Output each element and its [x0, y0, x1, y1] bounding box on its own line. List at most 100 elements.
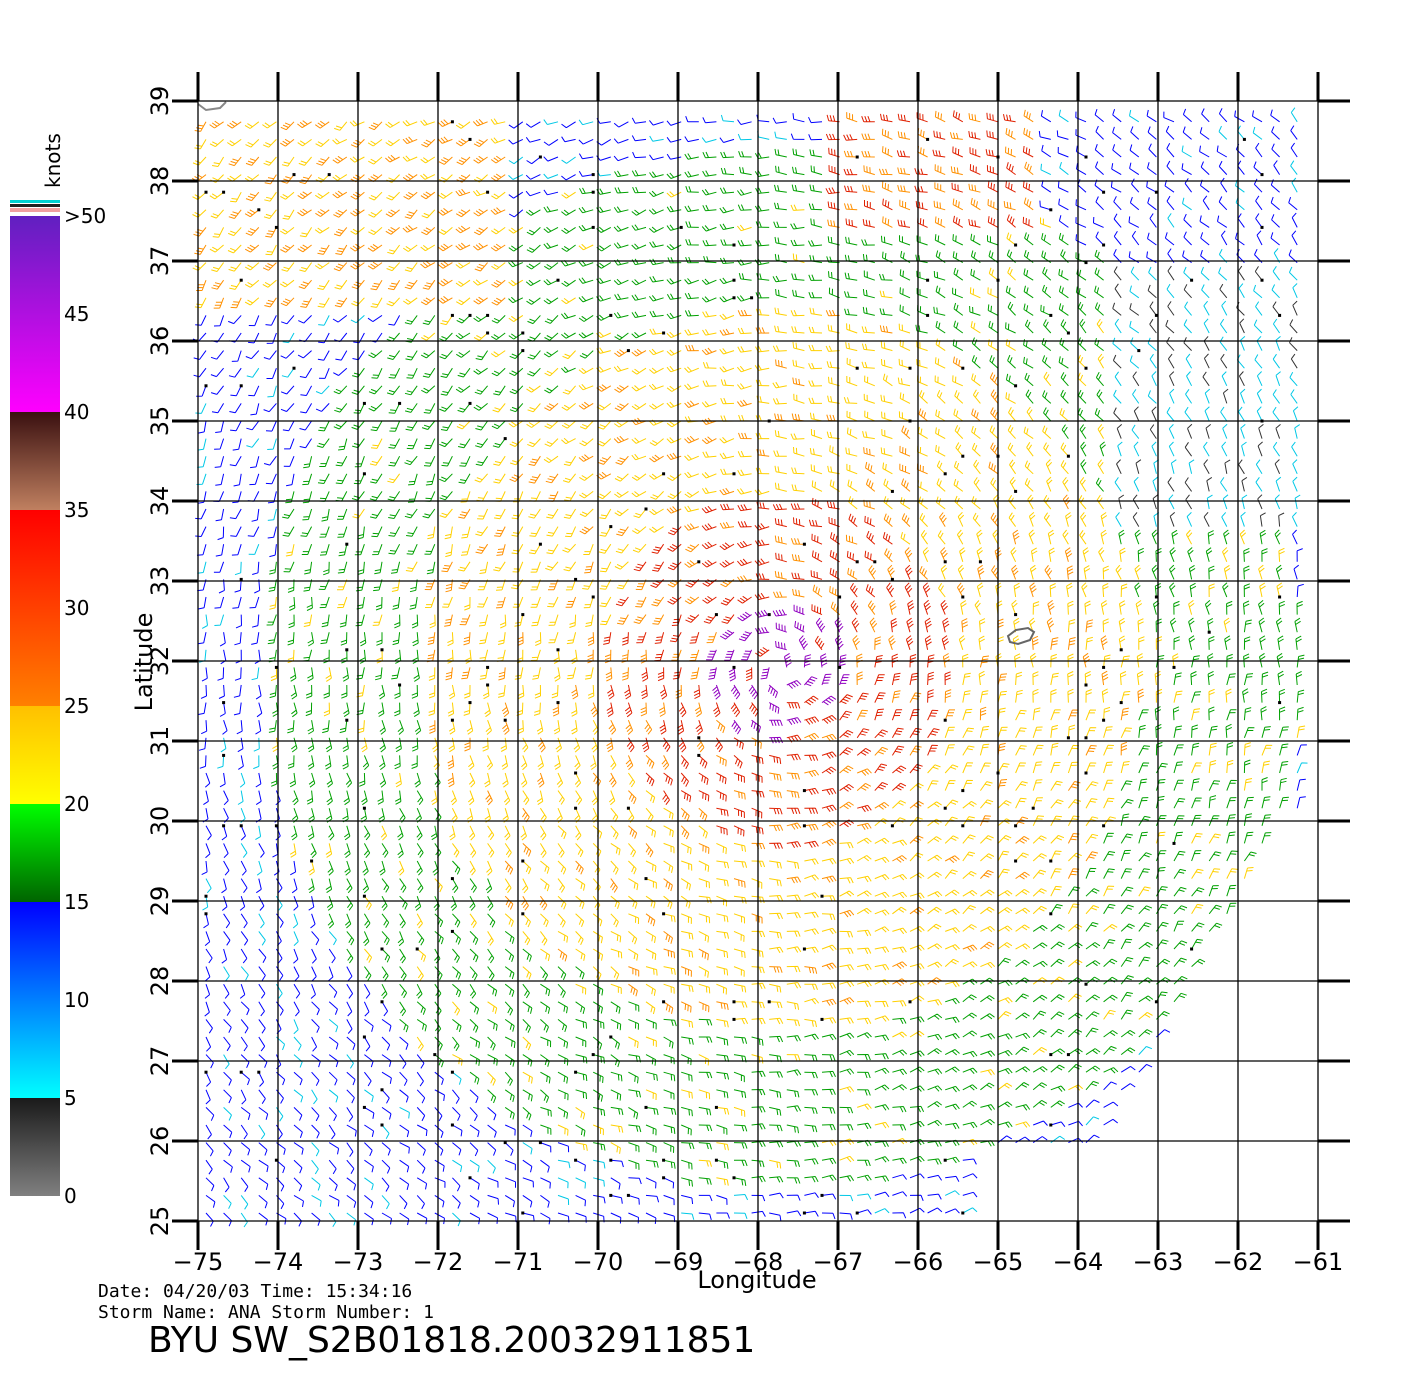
wind-barb	[473, 314, 488, 323]
wind-barb	[525, 190, 541, 197]
wind-barb	[381, 1212, 392, 1225]
wind-barb	[1191, 833, 1203, 844]
wind-barb	[1169, 582, 1176, 598]
wind-barb	[599, 596, 612, 608]
wind-barb	[716, 1194, 728, 1205]
wind-barb	[645, 895, 656, 909]
wind-barb	[1261, 777, 1268, 791]
wind-barb	[649, 473, 664, 480]
wind-barb	[649, 402, 664, 410]
wind-barb	[944, 958, 959, 967]
wind-barb	[959, 547, 966, 562]
wind-barb	[551, 684, 559, 699]
wind-barb	[976, 529, 983, 545]
wind-barb	[198, 596, 207, 610]
wind-barb	[311, 1142, 320, 1157]
y-tick-label: 31	[146, 726, 174, 757]
wind-barb	[337, 526, 348, 538]
rain-flag-marker	[767, 613, 771, 617]
wind-barb	[487, 1018, 498, 1031]
rain-flag-marker	[310, 859, 314, 863]
wind-barb	[300, 403, 313, 414]
wind-barb	[282, 209, 295, 220]
wind-barb	[1113, 230, 1122, 246]
wind-barb	[504, 1142, 514, 1156]
wind-barb	[422, 315, 436, 325]
wind-barb	[962, 1050, 978, 1058]
wind-barb	[463, 632, 471, 646]
wind-barb	[952, 287, 963, 299]
wind-barb	[828, 165, 840, 176]
wind-barb	[1085, 922, 1099, 932]
wind-barb	[716, 1106, 730, 1115]
wind-barb	[469, 913, 477, 928]
wind-barb	[628, 948, 639, 961]
wind-barb	[754, 488, 770, 496]
wind-barb	[522, 1107, 532, 1121]
wind-barb	[769, 1212, 782, 1222]
wind-barb	[1292, 476, 1298, 492]
wind-barb	[899, 463, 911, 475]
wind-barb	[244, 297, 260, 306]
wind-barb	[631, 170, 647, 177]
wind-barb	[339, 720, 348, 734]
wind-barb	[804, 1210, 819, 1217]
wind-barb	[603, 632, 612, 645]
wind-barb	[1085, 636, 1094, 650]
y-tick-label: 25	[146, 1206, 174, 1237]
wind-barb	[445, 579, 453, 593]
wind-barb	[1007, 442, 1016, 457]
wind-barb	[845, 342, 858, 352]
wind-barb	[1257, 441, 1263, 457]
wind-barb	[392, 632, 401, 646]
wind-barb	[1005, 128, 1016, 140]
wind-barb	[1067, 653, 1074, 668]
wind-barb	[539, 825, 547, 841]
wind-barb	[522, 1212, 535, 1222]
wind-barb	[223, 931, 231, 946]
wind-barb	[720, 579, 735, 588]
wind-barb	[962, 1158, 977, 1165]
wind-barb	[522, 1001, 533, 1014]
wind-barb	[579, 491, 594, 499]
wind-barb	[1050, 1064, 1065, 1073]
wind-barb	[578, 454, 594, 462]
wind-barb	[434, 1212, 445, 1225]
wind-barb	[1188, 459, 1195, 474]
wind-barb	[311, 1124, 320, 1139]
wind-barb	[416, 1142, 426, 1156]
wind-barb	[863, 393, 875, 404]
wind-barb	[1261, 796, 1271, 809]
wind-barb	[495, 596, 506, 609]
wind-barb	[334, 297, 348, 308]
wind-barb	[1103, 923, 1118, 932]
wind-barb	[266, 614, 277, 626]
wind-barb	[661, 755, 670, 770]
wind-barb	[927, 943, 943, 950]
wind-barb	[337, 508, 348, 520]
wind-barb	[574, 772, 582, 788]
wind-barb	[901, 513, 911, 527]
wind-barb	[961, 618, 969, 633]
wind-barb	[368, 156, 383, 165]
wind-barb	[484, 808, 491, 823]
rain-flag-marker	[257, 208, 261, 212]
wind-barb	[1085, 689, 1092, 703]
wind-barb	[927, 801, 942, 809]
wind-barb	[839, 819, 854, 828]
wind-barb	[439, 403, 453, 412]
wind-barb	[426, 649, 436, 663]
wind-barb	[590, 755, 597, 770]
wind-barb	[1166, 143, 1175, 158]
wind-barb	[473, 208, 488, 217]
wind-barb	[891, 672, 901, 686]
rain-flag-marker	[468, 1176, 472, 1180]
wind-barb	[381, 913, 390, 928]
wind-barb	[397, 931, 405, 947]
wind-barb	[387, 350, 401, 360]
wind-barb	[1173, 744, 1184, 756]
wind-barb	[202, 896, 209, 911]
wind-barb	[1148, 266, 1157, 281]
wind-barb	[399, 966, 407, 981]
wind-barb	[881, 235, 893, 246]
